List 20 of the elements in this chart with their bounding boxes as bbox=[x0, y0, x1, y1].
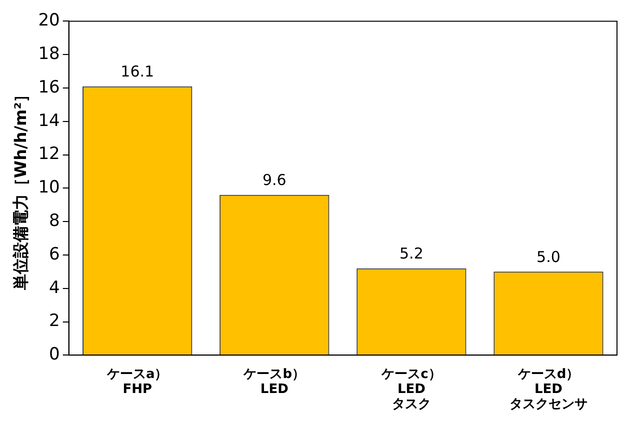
y-tick-label: 12 bbox=[38, 144, 60, 164]
y-tick-label: 18 bbox=[38, 44, 60, 64]
y-tick-label: 8 bbox=[49, 210, 60, 231]
y-axis-title: 単位設備電力［Wh/h/m²］ bbox=[10, 86, 30, 292]
y-tick-label: 16 bbox=[38, 77, 60, 98]
x-tick-label: ケースd） LED タスクセンサ bbox=[509, 367, 588, 412]
y-tick-label: 4 bbox=[49, 278, 60, 298]
y-tick-label: 0 bbox=[49, 344, 60, 365]
y-tick-label: 20 bbox=[38, 10, 60, 31]
x-tick-label: ケースb） LED bbox=[242, 367, 306, 397]
y-tick-label: 6 bbox=[49, 244, 60, 264]
x-tick-label: ケースc） LED タスク bbox=[380, 367, 442, 412]
y-tick-label: 2 bbox=[49, 311, 60, 332]
x-tick-label: ケースa） FHP bbox=[106, 367, 168, 397]
data-label: 16.1 bbox=[120, 62, 154, 81]
y-tick-label: 14 bbox=[38, 110, 60, 131]
data-label: 9.6 bbox=[262, 171, 286, 190]
y-tick-label: 10 bbox=[38, 178, 60, 198]
data-label: 5.2 bbox=[400, 244, 424, 263]
data-label: 5.0 bbox=[536, 248, 560, 266]
